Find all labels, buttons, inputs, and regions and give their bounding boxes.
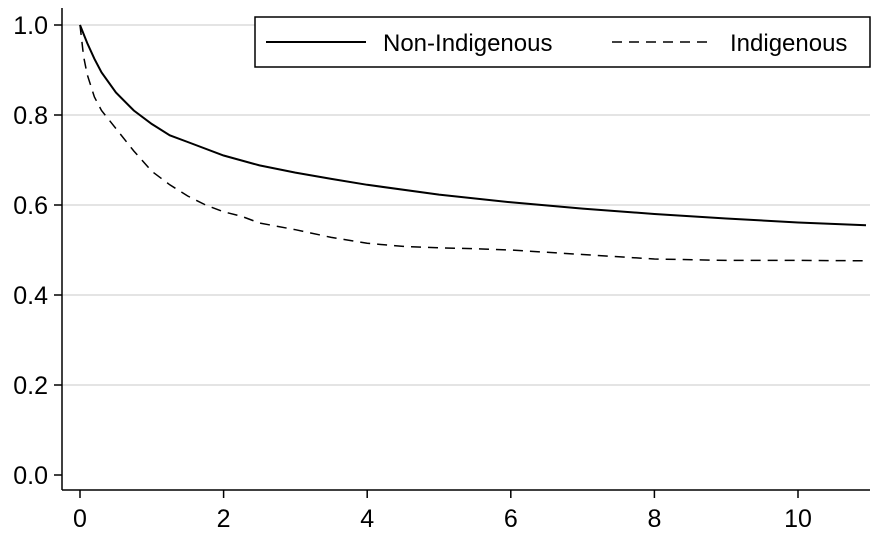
series-line-indigenous <box>79 24 867 262</box>
y-tick-label: 0.0 <box>13 462 48 490</box>
x-tick-label: 10 <box>784 505 812 533</box>
legend-label-non-indigenous: Non-Indigenous <box>383 30 552 57</box>
legend-label-indigenous: Indigenous <box>730 30 847 57</box>
series-layer <box>79 24 867 262</box>
series-line-non-indigenous <box>79 24 867 227</box>
x-tick-label: 2 <box>217 505 231 533</box>
legend: Non-Indigenous Indigenous <box>254 16 871 68</box>
y-ticks: 0.0 0.2 0.4 0.6 0.8 1.0 <box>13 12 62 490</box>
y-tick-label: 0.6 <box>13 192 48 220</box>
x-tick-label: 8 <box>647 505 661 533</box>
x-tick-label: 4 <box>360 505 374 533</box>
x-ticks: 0 2 4 6 8 10 <box>73 490 812 533</box>
y-tick-label: 0.8 <box>13 102 48 130</box>
x-tick-label: 0 <box>73 505 87 533</box>
y-tick-label: 0.4 <box>13 282 48 310</box>
x-tick-label: 6 <box>504 505 518 533</box>
y-tick-label: 1.0 <box>13 12 48 40</box>
y-tick-label: 0.2 <box>13 372 48 400</box>
